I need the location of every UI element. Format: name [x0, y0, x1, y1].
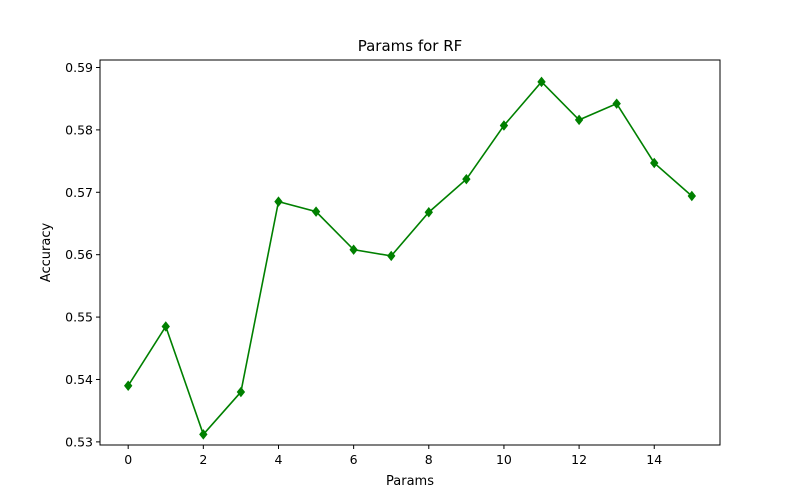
x-tick-label: 8	[425, 452, 433, 467]
data-point	[274, 196, 283, 207]
y-tick-label: 0.54	[65, 372, 93, 387]
series-line	[127, 80, 693, 436]
data-point	[236, 386, 246, 398]
x-tick-label: 12	[571, 452, 587, 467]
y-axis: 0.53 0.54 0.55 0.56 0.57 0.58 0.59	[65, 60, 100, 449]
data-point	[199, 429, 208, 440]
x-tick-label: 2	[199, 452, 207, 467]
x-axis-label: Params	[386, 474, 434, 489]
x-tick-label: 0	[124, 452, 132, 467]
x-axis: 0 2 4 6 8 10 12 14	[124, 445, 662, 467]
data-point	[650, 157, 659, 169]
y-axis-label: Accuracy	[39, 223, 54, 283]
y-tick-label: 0.59	[65, 60, 93, 75]
y-tick-label: 0.53	[65, 434, 93, 449]
data-point	[424, 207, 433, 218]
y-tick-label: 0.58	[65, 122, 93, 137]
data-point	[612, 98, 621, 109]
data-point	[537, 76, 546, 88]
plot-frame	[99, 59, 721, 446]
data-point	[387, 250, 396, 262]
chart-title: Params for RF	[358, 37, 463, 55]
x-tick-label: 14	[646, 452, 662, 467]
x-tick-label: 4	[275, 452, 283, 467]
plot-area	[123, 76, 697, 440]
data-point	[462, 173, 471, 185]
data-point	[574, 114, 584, 126]
y-tick-label: 0.56	[65, 247, 93, 262]
x-tick-label: 10	[496, 452, 512, 467]
y-tick-label: 0.55	[65, 310, 93, 325]
data-point	[123, 380, 133, 391]
y-tick-label: 0.57	[65, 185, 93, 200]
data-point	[161, 321, 170, 332]
data-point	[687, 190, 697, 202]
data-point	[499, 120, 509, 131]
x-tick-label: 6	[350, 452, 358, 467]
data-point	[311, 206, 321, 217]
data-point	[349, 244, 358, 255]
